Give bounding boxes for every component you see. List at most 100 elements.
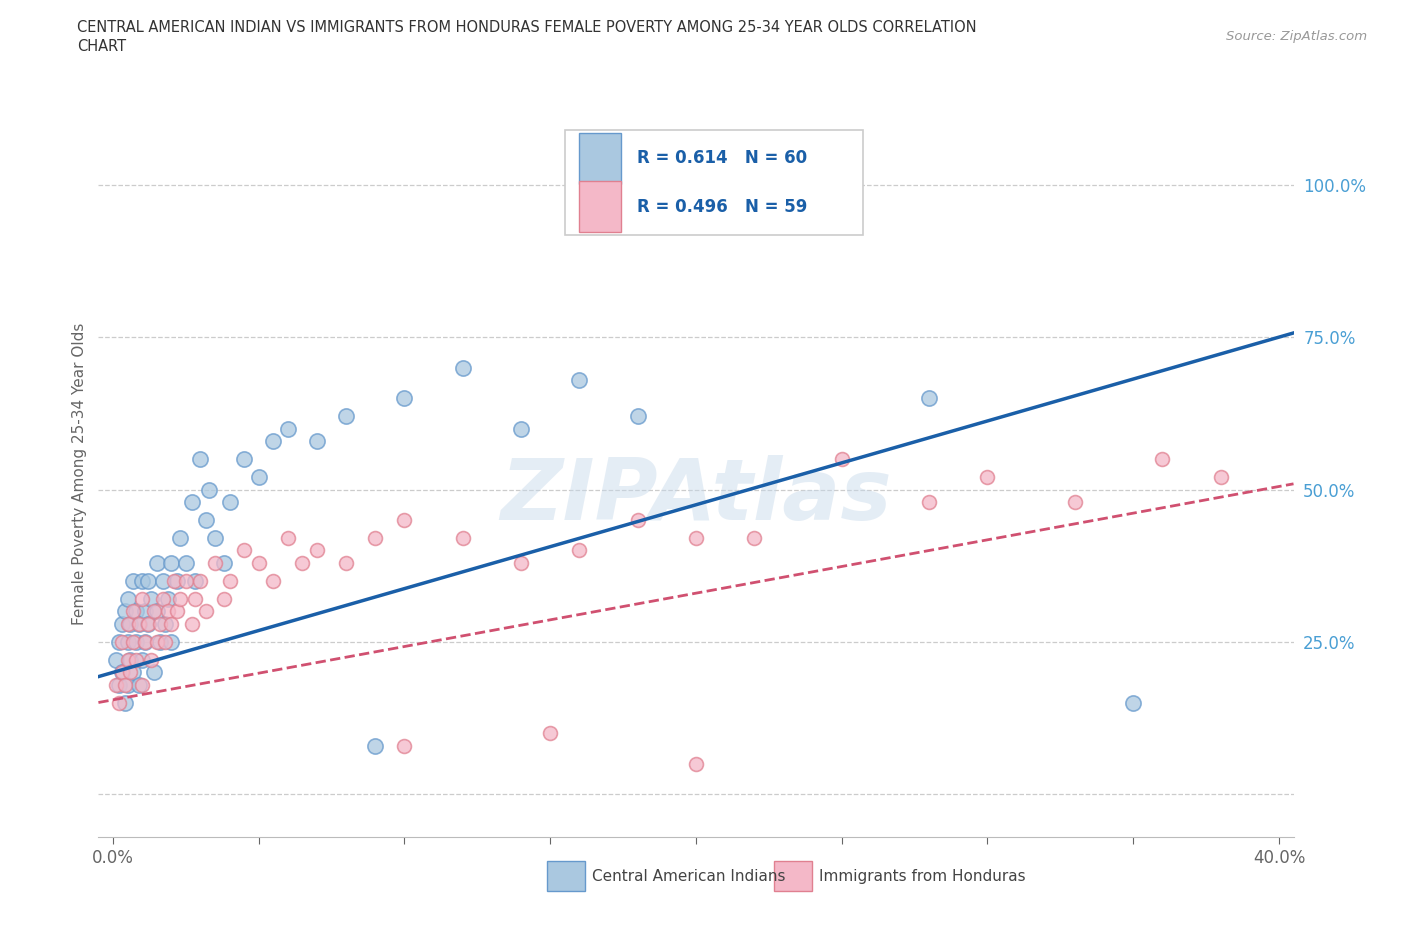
Point: [120, 617, 142, 631]
Point: [136, 574, 159, 589]
Point: [128, 617, 150, 631]
Point: [195, 604, 218, 618]
Point: [108, 696, 131, 711]
Text: CENTRAL AMERICAN INDIAN VS IMMIGRANTS FROM HONDURAS FEMALE POVERTY AMONG 25-34 Y: CENTRAL AMERICAN INDIAN VS IMMIGRANTS FR…: [77, 20, 977, 35]
Point: [117, 677, 139, 692]
Point: [394, 738, 416, 753]
Point: [451, 531, 474, 546]
Point: [204, 531, 226, 546]
Point: [145, 634, 167, 649]
Point: [510, 555, 533, 570]
FancyBboxPatch shape: [547, 861, 585, 891]
Point: [831, 452, 853, 467]
Point: [155, 617, 177, 631]
Point: [262, 574, 284, 589]
Point: [157, 604, 180, 618]
Point: [218, 574, 240, 589]
Point: [152, 574, 174, 589]
Point: [117, 653, 139, 668]
Point: [174, 574, 197, 589]
Point: [1152, 452, 1174, 467]
Point: [233, 543, 256, 558]
Point: [195, 512, 218, 527]
Point: [155, 634, 177, 649]
Point: [163, 574, 186, 589]
Point: [117, 591, 139, 606]
Point: [108, 677, 131, 692]
Point: [122, 665, 145, 680]
Point: [145, 555, 167, 570]
FancyBboxPatch shape: [579, 133, 620, 183]
Point: [212, 555, 235, 570]
Point: [183, 574, 205, 589]
Point: [160, 555, 183, 570]
Point: [685, 756, 707, 771]
Point: [131, 677, 153, 692]
Point: [142, 604, 165, 618]
Text: Central American Indians: Central American Indians: [592, 870, 786, 884]
Point: [262, 433, 284, 448]
FancyBboxPatch shape: [773, 861, 811, 891]
Point: [277, 531, 299, 546]
Point: [125, 653, 148, 668]
Point: [1064, 494, 1087, 509]
Point: [142, 665, 165, 680]
Point: [111, 634, 134, 649]
Point: [149, 634, 172, 649]
Point: [157, 591, 180, 606]
Point: [180, 617, 202, 631]
Point: [247, 555, 270, 570]
Point: [128, 617, 150, 631]
FancyBboxPatch shape: [565, 130, 863, 235]
FancyBboxPatch shape: [579, 181, 620, 232]
Point: [183, 591, 205, 606]
Point: [742, 531, 765, 546]
Point: [538, 726, 561, 741]
Point: [174, 555, 197, 570]
Point: [510, 421, 533, 436]
Point: [1209, 470, 1232, 485]
Point: [918, 494, 941, 509]
Point: [125, 604, 148, 618]
Point: [114, 696, 136, 711]
Point: [277, 421, 299, 436]
Point: [204, 555, 226, 570]
Point: [169, 531, 191, 546]
Point: [394, 512, 416, 527]
Point: [685, 531, 707, 546]
Point: [335, 555, 357, 570]
Text: R = 0.496   N = 59: R = 0.496 N = 59: [637, 197, 808, 216]
Point: [120, 653, 142, 668]
Point: [627, 512, 650, 527]
Point: [233, 452, 256, 467]
Point: [131, 653, 153, 668]
Point: [136, 617, 159, 631]
Point: [139, 653, 162, 668]
Y-axis label: Female Poverty Among 25-34 Year Olds: Female Poverty Among 25-34 Year Olds: [72, 323, 87, 626]
Point: [111, 665, 134, 680]
Point: [117, 617, 139, 631]
Point: [131, 591, 153, 606]
Text: CHART: CHART: [77, 39, 127, 54]
Point: [742, 202, 765, 217]
Point: [305, 543, 328, 558]
Point: [180, 494, 202, 509]
Point: [976, 470, 998, 485]
Point: [111, 617, 134, 631]
Point: [218, 494, 240, 509]
Point: [918, 391, 941, 405]
Point: [122, 604, 145, 618]
Point: [212, 591, 235, 606]
Point: [166, 604, 188, 618]
Point: [125, 634, 148, 649]
Point: [122, 634, 145, 649]
Text: Source: ZipAtlas.com: Source: ZipAtlas.com: [1226, 30, 1367, 43]
Point: [114, 604, 136, 618]
Point: [568, 543, 591, 558]
Point: [335, 409, 357, 424]
Text: ZIPAtlas: ZIPAtlas: [501, 455, 891, 538]
Point: [627, 409, 650, 424]
Point: [139, 591, 162, 606]
Point: [114, 677, 136, 692]
Point: [136, 617, 159, 631]
